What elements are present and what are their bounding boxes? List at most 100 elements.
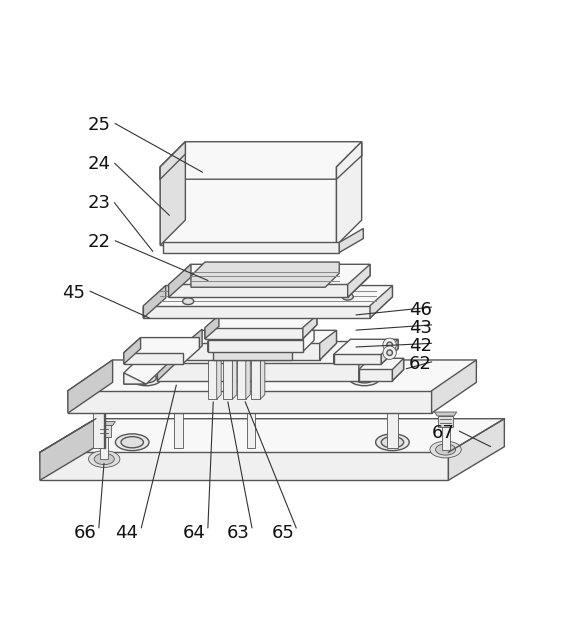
- Polygon shape: [232, 344, 237, 399]
- Bar: [442, 427, 449, 450]
- Polygon shape: [40, 452, 448, 480]
- Polygon shape: [246, 344, 250, 399]
- Text: 63: 63: [227, 525, 250, 543]
- Bar: [104, 411, 105, 448]
- Polygon shape: [393, 358, 403, 381]
- Polygon shape: [124, 338, 141, 364]
- Text: 23: 23: [87, 194, 110, 212]
- Polygon shape: [213, 343, 292, 360]
- Text: 25: 25: [87, 116, 110, 134]
- Bar: [387, 411, 398, 448]
- Polygon shape: [160, 142, 362, 179]
- Ellipse shape: [121, 437, 144, 448]
- Polygon shape: [320, 330, 337, 360]
- Polygon shape: [124, 353, 182, 364]
- Polygon shape: [434, 412, 457, 416]
- Polygon shape: [97, 425, 112, 437]
- Polygon shape: [185, 343, 320, 360]
- Bar: [174, 411, 182, 448]
- Bar: [100, 437, 108, 459]
- Polygon shape: [168, 265, 191, 297]
- Polygon shape: [337, 142, 362, 245]
- Ellipse shape: [116, 434, 149, 451]
- Polygon shape: [160, 142, 185, 245]
- Polygon shape: [160, 167, 337, 245]
- Polygon shape: [158, 363, 359, 381]
- Polygon shape: [359, 342, 381, 381]
- Text: 62: 62: [409, 355, 432, 373]
- Polygon shape: [217, 344, 221, 399]
- Polygon shape: [334, 339, 398, 364]
- Text: 45: 45: [62, 284, 85, 302]
- Text: 42: 42: [409, 337, 432, 355]
- Polygon shape: [144, 306, 370, 318]
- Polygon shape: [168, 265, 370, 297]
- Ellipse shape: [136, 373, 157, 383]
- Polygon shape: [339, 228, 364, 252]
- Polygon shape: [160, 142, 185, 179]
- Text: 22: 22: [87, 233, 110, 251]
- Circle shape: [383, 346, 396, 359]
- Polygon shape: [40, 418, 96, 480]
- Polygon shape: [438, 416, 453, 427]
- Polygon shape: [359, 358, 403, 381]
- Text: 66: 66: [73, 525, 96, 543]
- Polygon shape: [180, 384, 191, 413]
- Polygon shape: [431, 360, 476, 413]
- Polygon shape: [144, 286, 166, 318]
- Polygon shape: [163, 242, 339, 252]
- Text: 46: 46: [409, 301, 432, 319]
- Polygon shape: [370, 286, 393, 318]
- Ellipse shape: [355, 373, 375, 383]
- Circle shape: [387, 350, 393, 356]
- Text: 24: 24: [87, 155, 110, 173]
- Text: 43: 43: [409, 319, 432, 336]
- Ellipse shape: [376, 434, 409, 451]
- Polygon shape: [158, 342, 180, 381]
- Ellipse shape: [381, 437, 403, 448]
- Polygon shape: [68, 360, 476, 399]
- Polygon shape: [158, 342, 381, 373]
- Polygon shape: [303, 315, 317, 339]
- Bar: [247, 411, 255, 448]
- Text: 65: 65: [272, 525, 295, 543]
- Circle shape: [383, 338, 396, 352]
- Polygon shape: [260, 344, 265, 399]
- Polygon shape: [205, 315, 317, 339]
- Ellipse shape: [89, 451, 120, 467]
- Polygon shape: [185, 330, 337, 360]
- Polygon shape: [68, 391, 431, 413]
- Polygon shape: [144, 286, 393, 318]
- Polygon shape: [334, 354, 381, 364]
- Polygon shape: [448, 418, 504, 480]
- Ellipse shape: [94, 453, 114, 465]
- Polygon shape: [124, 373, 146, 384]
- Polygon shape: [381, 339, 398, 364]
- Polygon shape: [40, 418, 504, 460]
- Polygon shape: [337, 142, 362, 179]
- Ellipse shape: [131, 370, 162, 385]
- Circle shape: [387, 342, 393, 348]
- Bar: [208, 349, 217, 399]
- Polygon shape: [205, 328, 303, 339]
- Bar: [251, 349, 260, 399]
- Polygon shape: [104, 384, 116, 413]
- Ellipse shape: [342, 293, 353, 300]
- Ellipse shape: [435, 444, 456, 455]
- Polygon shape: [168, 284, 348, 297]
- Polygon shape: [348, 265, 370, 297]
- Ellipse shape: [349, 370, 380, 385]
- Polygon shape: [68, 360, 113, 413]
- Bar: [223, 349, 232, 399]
- Polygon shape: [252, 384, 264, 413]
- Polygon shape: [393, 384, 403, 413]
- Ellipse shape: [430, 441, 461, 458]
- Polygon shape: [93, 422, 116, 425]
- Polygon shape: [205, 315, 219, 339]
- Text: 64: 64: [182, 525, 205, 543]
- Polygon shape: [208, 340, 303, 352]
- Polygon shape: [208, 330, 314, 352]
- Bar: [237, 349, 246, 399]
- Polygon shape: [359, 370, 393, 381]
- Text: 67: 67: [431, 424, 454, 442]
